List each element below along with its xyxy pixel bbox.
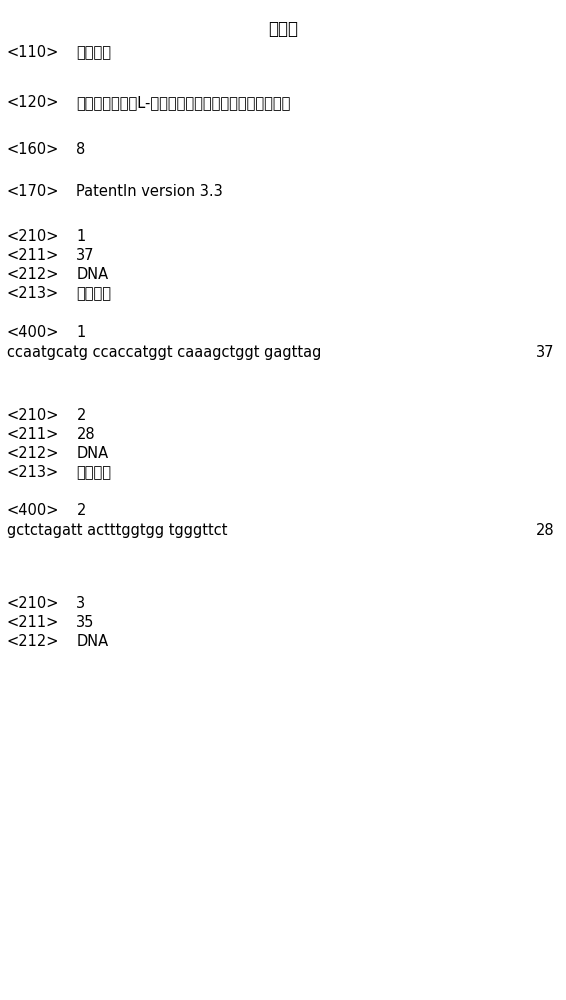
Text: 人工序列: 人工序列 bbox=[76, 465, 112, 480]
Text: 37: 37 bbox=[536, 345, 555, 360]
Text: 3: 3 bbox=[76, 596, 85, 611]
Text: <210>: <210> bbox=[7, 596, 59, 611]
Text: <211>: <211> bbox=[7, 248, 59, 263]
Text: 28: 28 bbox=[76, 427, 95, 442]
Text: PatentIn version 3.3: PatentIn version 3.3 bbox=[76, 184, 223, 199]
Text: <110>: <110> bbox=[7, 45, 59, 60]
Text: 2: 2 bbox=[76, 503, 86, 518]
Text: <212>: <212> bbox=[7, 446, 59, 461]
Text: <211>: <211> bbox=[7, 615, 59, 630]
Text: 1: 1 bbox=[76, 229, 85, 244]
Text: gctctagatt actttggtgg tgggttct: gctctagatt actttggtgg tgggttct bbox=[7, 523, 228, 538]
Text: 一种提高米曲霉L-苹果酸合成过程中碳源利用率的方法: 一种提高米曲霉L-苹果酸合成过程中碳源利用率的方法 bbox=[76, 95, 291, 110]
Text: 江南大学: 江南大学 bbox=[76, 45, 112, 60]
Text: <212>: <212> bbox=[7, 634, 59, 649]
Text: DNA: DNA bbox=[76, 634, 109, 649]
Text: <210>: <210> bbox=[7, 408, 59, 423]
Text: <211>: <211> bbox=[7, 427, 59, 442]
Text: <213>: <213> bbox=[7, 465, 59, 480]
Text: <212>: <212> bbox=[7, 267, 59, 282]
Text: <210>: <210> bbox=[7, 229, 59, 244]
Text: 1: 1 bbox=[76, 325, 85, 340]
Text: 28: 28 bbox=[536, 523, 555, 538]
Text: <170>: <170> bbox=[7, 184, 59, 199]
Text: 8: 8 bbox=[76, 142, 85, 157]
Text: 2: 2 bbox=[76, 408, 86, 423]
Text: <400>: <400> bbox=[7, 503, 59, 518]
Text: DNA: DNA bbox=[76, 267, 109, 282]
Text: <400>: <400> bbox=[7, 325, 59, 340]
Text: <160>: <160> bbox=[7, 142, 59, 157]
Text: 序列表: 序列表 bbox=[268, 20, 298, 38]
Text: 35: 35 bbox=[76, 615, 95, 630]
Text: <120>: <120> bbox=[7, 95, 59, 110]
Text: DNA: DNA bbox=[76, 446, 109, 461]
Text: ccaatgcatg ccaccatggt caaagctggt gagttag: ccaatgcatg ccaccatggt caaagctggt gagttag bbox=[7, 345, 321, 360]
Text: 人工序列: 人工序列 bbox=[76, 286, 112, 301]
Text: 37: 37 bbox=[76, 248, 95, 263]
Text: <213>: <213> bbox=[7, 286, 59, 301]
